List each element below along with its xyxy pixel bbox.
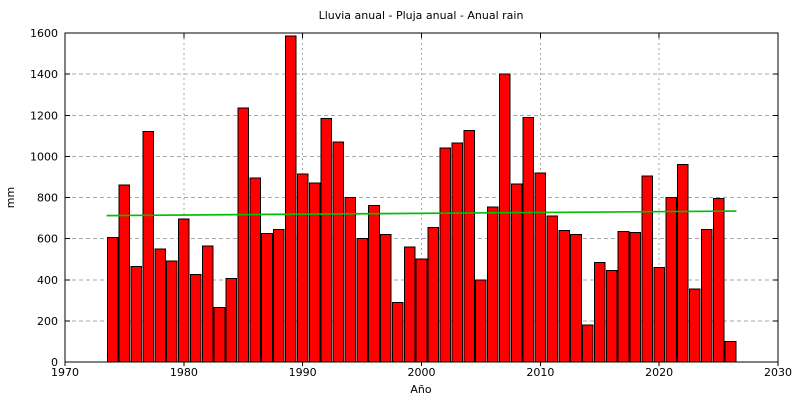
bar-1977 — [142, 131, 154, 363]
y-tick-label: 0 — [51, 356, 58, 369]
bar-1978 — [154, 248, 166, 363]
x-tick-label: 1990 — [289, 366, 317, 379]
bar-2026 — [724, 340, 737, 363]
bar-2013 — [570, 234, 582, 363]
y-axis-label: mm — [4, 187, 17, 208]
bar-1988 — [273, 228, 285, 363]
bar-1991 — [308, 182, 321, 363]
bar-1984 — [225, 278, 238, 363]
bar-2004 — [463, 130, 475, 363]
bar-2024 — [700, 228, 713, 363]
x-axis-label: Año — [410, 383, 431, 396]
bar-2002 — [439, 147, 452, 363]
bar-1987 — [261, 232, 273, 363]
bar-2012 — [558, 229, 570, 363]
y-tick-label: 200 — [37, 315, 58, 328]
bar-1974 — [106, 237, 119, 363]
bar-2025 — [712, 198, 725, 363]
bar-1990 — [296, 173, 309, 363]
bar-2017 — [617, 230, 630, 363]
bar-2001 — [427, 226, 440, 363]
bar-2014 — [582, 324, 594, 363]
bar-1980 — [178, 218, 190, 363]
y-tick-label: 1600 — [30, 27, 58, 40]
bar-2021 — [665, 197, 677, 363]
bar-1982 — [201, 245, 214, 363]
x-tick-label: 2000 — [408, 366, 436, 379]
bar-2008 — [510, 183, 523, 363]
bar-1998 — [391, 301, 404, 363]
bar-1979 — [166, 260, 178, 363]
y-tick-label: 1400 — [30, 68, 58, 81]
bar-1976 — [130, 265, 143, 363]
bar-1975 — [118, 184, 131, 363]
bar-2011 — [546, 215, 559, 363]
bar-2007 — [498, 73, 511, 363]
bar-2023 — [689, 288, 701, 363]
y-tick-label: 600 — [37, 233, 58, 246]
bar-1997 — [380, 234, 392, 363]
bar-2003 — [451, 142, 463, 363]
x-tick-label: 1980 — [170, 366, 198, 379]
bar-2000 — [415, 258, 428, 363]
bar-1981 — [189, 274, 202, 363]
bar-2016 — [605, 270, 618, 363]
bar-1983 — [213, 307, 226, 363]
bar-2010 — [534, 172, 547, 363]
bar-2005 — [475, 279, 487, 363]
bar-2015 — [593, 261, 606, 363]
bar-1986 — [249, 177, 261, 363]
bar-1999 — [403, 246, 416, 363]
y-tick-label: 800 — [37, 192, 58, 205]
bar-1995 — [356, 238, 368, 363]
y-tick-label: 1000 — [30, 150, 58, 163]
bar-1994 — [344, 197, 356, 363]
trend-line — [106, 210, 737, 217]
bar-1989 — [285, 35, 297, 363]
bar-2022 — [677, 164, 689, 363]
bar-1996 — [368, 205, 380, 363]
x-tick-label: 1970 — [51, 366, 79, 379]
x-tick-label: 2020 — [645, 366, 673, 379]
x-tick-label: 2030 — [764, 366, 792, 379]
x-tick-label: 2010 — [526, 366, 554, 379]
bar-2006 — [487, 206, 499, 363]
y-tick-label: 400 — [37, 274, 58, 287]
bar-1993 — [332, 141, 345, 363]
bar-1985 — [237, 107, 250, 363]
plot-area: 1970 1980 1990 2000 2010 2020 2030 0 200 400 600 80… — [30, 27, 792, 379]
chart-title: Lluvia anual - Pluja anual - Anual rain — [319, 9, 524, 22]
bar-2009 — [522, 116, 535, 363]
bar-2020 — [653, 266, 665, 363]
bar-1992 — [320, 117, 333, 363]
bar-2018 — [629, 231, 642, 363]
y-tick-label: 1200 — [30, 109, 58, 122]
bar-2019 — [641, 175, 654, 363]
